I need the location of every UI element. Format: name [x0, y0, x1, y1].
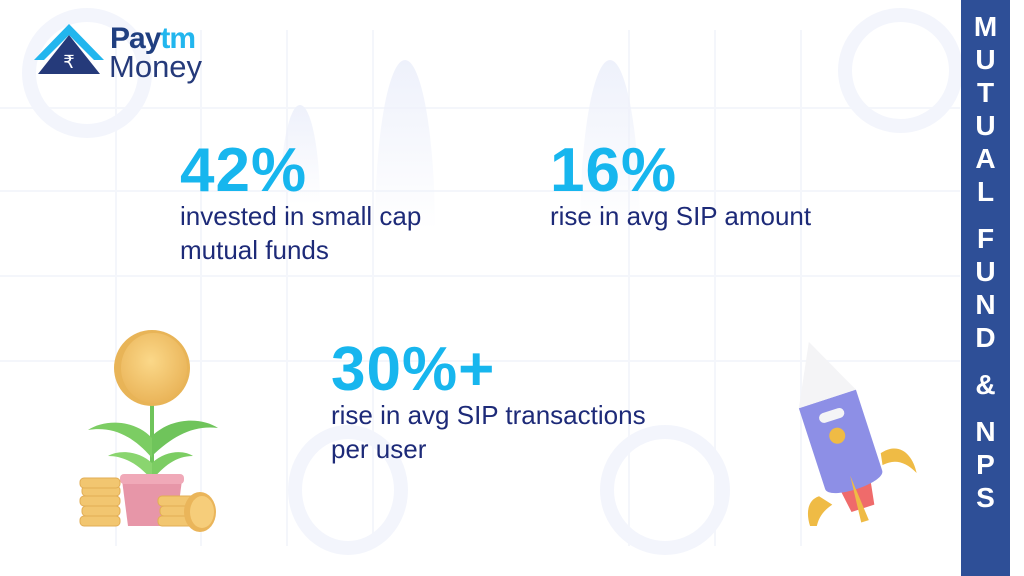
paytm-pay-text: Pay — [110, 22, 161, 55]
banner-letter: M — [973, 11, 998, 42]
banner-letter: P — [976, 449, 995, 480]
banner-letter: D — [975, 322, 996, 353]
grid-line — [0, 275, 960, 277]
banner-letter: N — [975, 416, 996, 447]
grid-line — [372, 30, 374, 546]
banner-letter: N — [975, 289, 996, 320]
stat-description: per user — [331, 434, 427, 464]
grid-line — [714, 30, 716, 546]
stat-value: 30%+ — [331, 335, 496, 404]
banner-ampersand: & — [975, 369, 996, 400]
banner-letter: S — [976, 482, 995, 513]
stat-sip-amount: 16% rise in avg SIP amount — [550, 136, 812, 233]
rupee-mountain-icon: ₹ — [34, 24, 104, 74]
stat-description: rise in avg SIP amount — [550, 201, 812, 231]
grid-line — [800, 30, 802, 546]
banner-letter: F — [976, 223, 995, 254]
banner-letter: U — [975, 110, 996, 141]
stat-description: mutual funds — [180, 235, 329, 265]
grid-line — [200, 30, 202, 546]
paytm-money-logo: ₹ Paytm Money — [34, 22, 214, 86]
grid-line — [0, 190, 960, 192]
coin-plant-illustration — [79, 330, 218, 532]
stat-value: 16% — [550, 136, 678, 205]
paytm-tm-text: tm — [160, 22, 196, 55]
grid-line — [0, 360, 960, 362]
banner-letter: L — [976, 176, 995, 207]
stat-value: 42% — [180, 136, 308, 205]
grid-line — [115, 30, 117, 546]
stat-description: invested in small cap — [180, 201, 422, 231]
svg-text:₹: ₹ — [63, 52, 74, 73]
banner-letter: A — [975, 143, 996, 174]
stat-sip-transactions: 30%+ rise in avg SIP transactions per us… — [331, 335, 646, 466]
stat-small-cap: 42% invested in small cap mutual funds — [180, 136, 422, 267]
grid-line — [286, 30, 288, 546]
money-wordmark: Money — [109, 49, 203, 84]
ring-decoration — [838, 8, 963, 133]
banner-letter: U — [975, 44, 996, 75]
grid-line — [0, 107, 960, 109]
grid-line — [628, 30, 630, 546]
banner-letter: T — [976, 77, 995, 108]
rocket-illustration — [798, 341, 917, 526]
banner-letter: U — [975, 256, 996, 287]
paytm-wordmark: Paytm — [110, 22, 196, 55]
stat-description: rise in avg SIP transactions — [331, 400, 646, 430]
mutual-fund-nps-banner: M U T U A L F U N D & N P S — [961, 0, 1010, 576]
